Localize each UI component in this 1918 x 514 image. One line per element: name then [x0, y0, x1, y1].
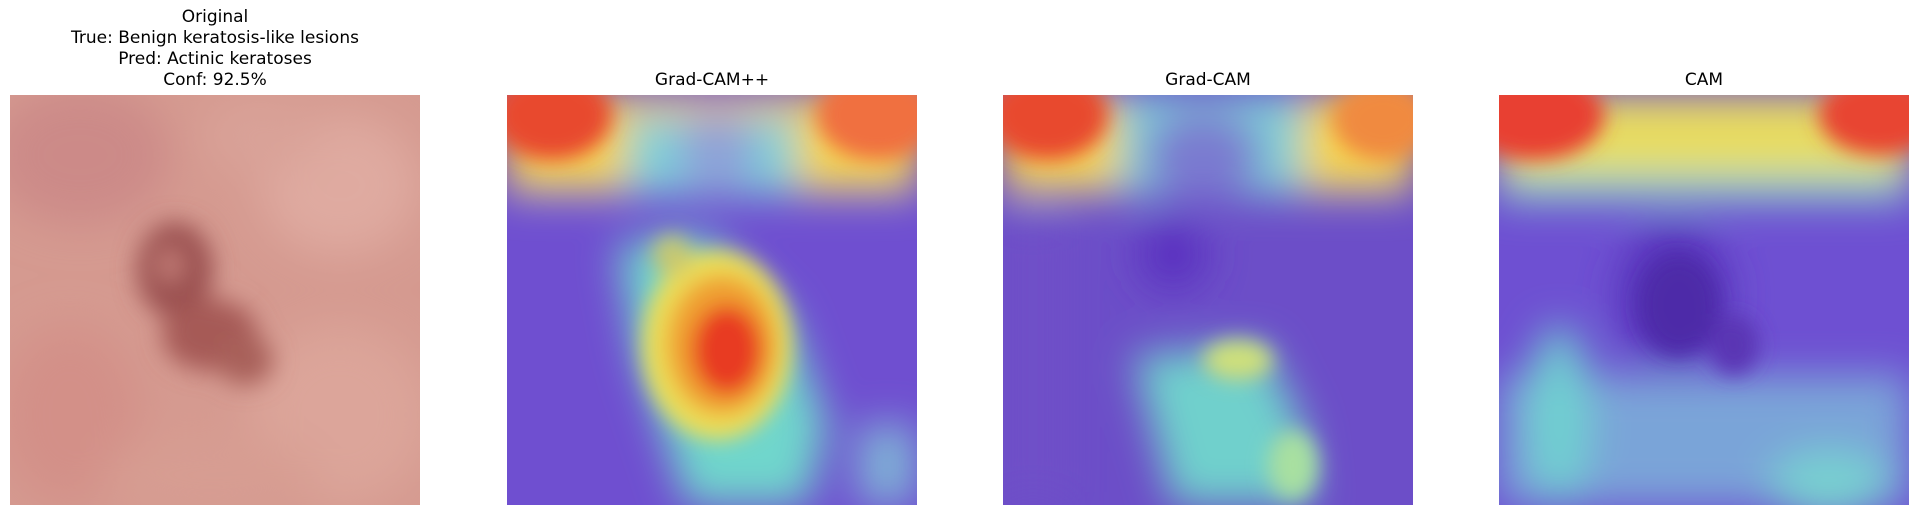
panel-gradcam: Grad-CAM [1003, 0, 1413, 514]
panel-title-cam: CAM [1684, 70, 1724, 90]
panel-title-gradcam-plus-plus: Grad-CAM++ [654, 70, 770, 90]
panel-original: Original True: Benign keratosis-like les… [10, 0, 420, 514]
title-line-predicted-label: Pred: Actinic keratoses [118, 49, 312, 69]
panel-gradcam-plus-plus: Grad-CAM++ [507, 0, 917, 514]
cam-heatmap [1499, 95, 1909, 505]
title-line-confidence: Conf: 92.5% [163, 70, 267, 90]
title-line-true-label: True: Benign keratosis-like lesions [71, 28, 359, 48]
panel-cam: CAM [1499, 0, 1909, 514]
gradcam-plus-plus-heatmap [507, 95, 917, 505]
original-skin-image [10, 95, 420, 505]
gradcam-heatmap [1003, 95, 1413, 505]
title-line-name: Original [181, 7, 249, 27]
panel-title-original: Original True: Benign keratosis-like les… [10, 7, 420, 91]
panel-title-gradcam: Grad-CAM [1165, 70, 1251, 90]
